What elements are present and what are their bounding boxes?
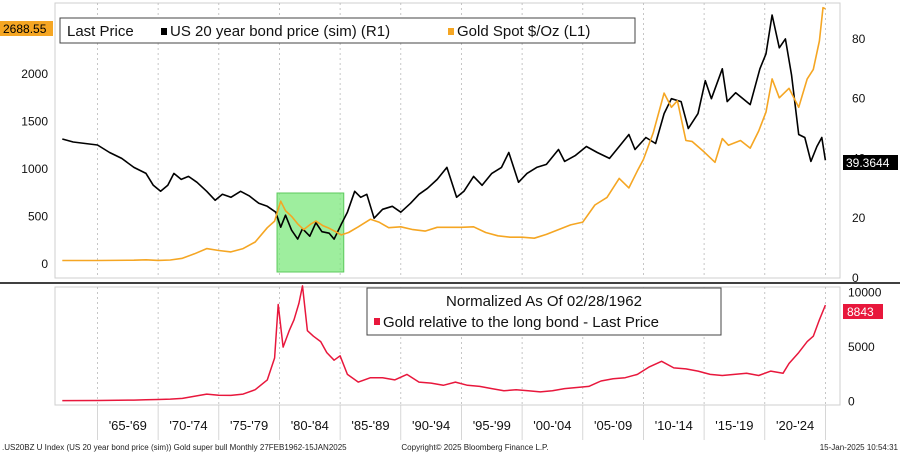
top-panel-frame xyxy=(54,2,841,279)
bottom-grid xyxy=(97,287,826,440)
footer-center: Copyright© 2025 Bloomberg Finance L.P. xyxy=(401,443,548,452)
x-category-label: '90-'94 xyxy=(412,418,450,433)
x-category-label: '05-'09 xyxy=(594,418,632,433)
right-tick-label: 80 xyxy=(852,32,866,46)
left-axis-ticks: 05001000150020002500 xyxy=(21,20,48,271)
bottom-right-tick-label: 5000 xyxy=(848,340,875,354)
top-legend: Last Price US 20 year bond price (sim) (… xyxy=(59,17,636,44)
x-category-label: '00-'04 xyxy=(533,418,571,433)
right-tick-label: 60 xyxy=(852,92,866,106)
left-tick-label: 1500 xyxy=(21,115,48,129)
left-tick-label: 2000 xyxy=(21,67,48,81)
x-category-label: '75-'79 xyxy=(230,418,268,433)
gold-bond-ratio-line xyxy=(62,285,827,402)
bond-tag-bg xyxy=(843,155,898,170)
bottom-legend-title: Normalized As Of 02/28/1962 xyxy=(446,293,642,310)
gold-last-value: 2688.55 xyxy=(3,22,47,36)
legend-swatch-ratio xyxy=(374,318,380,325)
left-tick-label: 500 xyxy=(28,209,48,223)
top-series-layer xyxy=(62,6,827,262)
x-category-label: '70-'74 xyxy=(169,418,207,433)
top-grid xyxy=(97,3,826,278)
right-tick-label: 20 xyxy=(852,211,866,225)
bottom-series-layer xyxy=(62,285,827,402)
bottom-right-tick-label: 10000 xyxy=(848,286,882,300)
legend-swatch-gold xyxy=(448,28,454,35)
x-category-label: '15-'19 xyxy=(715,418,753,433)
gold-spot-line xyxy=(62,6,826,262)
bottom-right-tick-label: 0 xyxy=(848,395,855,409)
gold-super-bull-highlight xyxy=(276,192,345,273)
ratio-tag-bg xyxy=(843,304,883,319)
x-category-label: '95-'99 xyxy=(473,418,511,433)
legend-label-ratio: Gold relative to the long bond - Last Pr… xyxy=(383,314,659,331)
left-tick-label: 0 xyxy=(41,257,48,271)
top-legend-box xyxy=(59,17,636,44)
footer-left: .US20BZ U Index (US 20 year bond price (… xyxy=(2,443,347,452)
gold-tag-bg xyxy=(0,21,53,36)
bond-price-line xyxy=(62,14,827,240)
bottom-legend: Normalized As Of 02/28/1962 Gold relativ… xyxy=(366,287,722,336)
legend-swatch-bond xyxy=(161,28,167,35)
gold-last-value-tag: 2688.55 xyxy=(0,21,53,36)
right-tick-label: 0 xyxy=(852,271,859,285)
footer-right: 15-Jan-2025 10:54:31 xyxy=(820,443,899,452)
x-axis-ticks: '65-'69 '70-'74 '75-'79 '80-'84 '85-'89 '90-'… xyxy=(109,418,815,433)
legend-prefix: Last Price xyxy=(67,23,134,40)
bottom-right-axis-ticks: 0 5000 10000 xyxy=(848,286,882,409)
x-category-label: '10-'14 xyxy=(655,418,693,433)
ratio-last-value: 8843 xyxy=(847,305,874,319)
x-category-label: '85-'89 xyxy=(351,418,389,433)
bond-last-value-tag: 39.3644 xyxy=(843,155,898,170)
legend-label-gold: Gold Spot $/Oz (L1) xyxy=(457,23,590,40)
x-category-label: '65-'69 xyxy=(109,418,147,433)
x-category-label: '20-'24 xyxy=(776,418,814,433)
bottom-legend-box xyxy=(366,287,722,336)
legend-label-bond: US 20 year bond price (sim) (R1) xyxy=(170,23,390,40)
x-category-label: '80-'84 xyxy=(291,418,329,433)
ratio-last-value-tag: 8843 xyxy=(843,304,883,319)
left-tick-label: 1000 xyxy=(21,162,48,176)
bond-last-value: 39.3644 xyxy=(846,156,890,170)
